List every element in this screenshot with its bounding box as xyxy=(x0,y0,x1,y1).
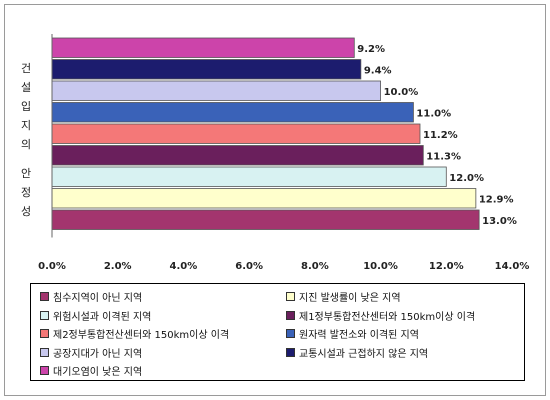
data-label-5: 11.3% xyxy=(426,151,461,162)
data-label-3: 11.0% xyxy=(416,108,451,119)
legend-label-2: 위험시설과 이격된 지역 xyxy=(53,311,152,323)
legend-label-1: 지진 발생률이 낮은 지역 xyxy=(299,293,401,304)
legend-item-3: 제1정부통합전산센터와 150km이상 이격 xyxy=(286,308,475,323)
legend-item-1: 지진 발생률이 낮은 지역 xyxy=(286,289,401,304)
bar-8 xyxy=(51,209,480,230)
data-label-7: 12.9% xyxy=(479,194,514,205)
bar-4 xyxy=(51,123,421,144)
data-label-1: 9.4% xyxy=(364,65,392,76)
legend-label-8: 대기오염이 낮은 지역 xyxy=(53,367,143,378)
x-tick-3: 6.0% xyxy=(235,261,263,272)
bar-3 xyxy=(51,102,414,123)
legend-item-0: 침수지역이 아닌 지역 xyxy=(40,289,142,304)
bar-0 xyxy=(51,37,355,58)
legend-item-4: 제2정부통합전산센터와 150km이상 이격 xyxy=(40,326,229,341)
data-label-8: 13.0% xyxy=(482,216,517,227)
x-tick-6: 12.0% xyxy=(429,261,464,272)
bar-5 xyxy=(51,145,424,166)
legend-swatch-5 xyxy=(286,329,295,338)
x-tick-1: 2.0% xyxy=(104,261,132,272)
bar-6 xyxy=(51,166,447,187)
bar-7 xyxy=(51,188,477,209)
legend-label-0: 침수지역이 아닌 지역 xyxy=(53,293,143,304)
bar-2 xyxy=(51,80,381,101)
legend-label-7: 교통시설과 근접하지 않은 지역 xyxy=(299,348,429,360)
legend-swatch-4 xyxy=(40,329,49,338)
x-tick-0: 0.0% xyxy=(38,261,66,272)
legend-swatch-7 xyxy=(286,347,295,357)
legend-label-5: 원자력 발전소와 이격된 지역 xyxy=(299,330,419,341)
x-tick-7: 14.0% xyxy=(495,261,530,272)
data-label-2: 10.0% xyxy=(384,87,419,98)
legend-item-7: 교통시설과 근접하지 않은 지역 xyxy=(286,345,428,360)
bar-1 xyxy=(51,59,362,80)
legend-label-3: 제1정부통합전산센터와 150km이상 이격 xyxy=(299,311,476,323)
data-labels: 9.2% 9.4% 10.0% 11.0% 11.2% 11.3% 12.0% 12.9% 13… xyxy=(357,44,517,227)
legend-label-4: 제2정부통합전산센터와 150km이상 이격 xyxy=(53,330,230,341)
x-tick-2: 4.0% xyxy=(170,261,198,272)
x-tick-5: 10.0% xyxy=(363,261,398,272)
legend-label-6: 공장지대가 아닌 지역 xyxy=(53,348,143,360)
x-axis-ticks: 0.0% 2.0% 4.0% 6.0% 8.0% 10.0% 12.0% 14.0% xyxy=(38,261,529,272)
legend-swatch-1 xyxy=(286,292,295,301)
legend-swatch-8 xyxy=(40,366,49,375)
x-tick-4: 8.0% xyxy=(301,261,329,272)
legend-item-5: 원자력 발전소와 이격된 지역 xyxy=(286,326,419,341)
legend-swatch-6 xyxy=(40,347,49,357)
legend-swatch-3 xyxy=(286,310,295,320)
data-label-0: 9.2% xyxy=(357,44,385,55)
data-label-4: 11.2% xyxy=(423,130,458,141)
legend-swatch-2 xyxy=(40,310,49,320)
bars xyxy=(51,37,480,230)
legend-item-8: 대기오염이 낮은 지역 xyxy=(40,363,142,378)
legend-item-2: 위험시설과 이격된 지역 xyxy=(40,308,151,323)
data-label-6: 12.0% xyxy=(449,173,484,184)
legend-swatch-0 xyxy=(40,292,49,301)
legend-item-6: 공장지대가 아닌 지역 xyxy=(40,345,142,360)
